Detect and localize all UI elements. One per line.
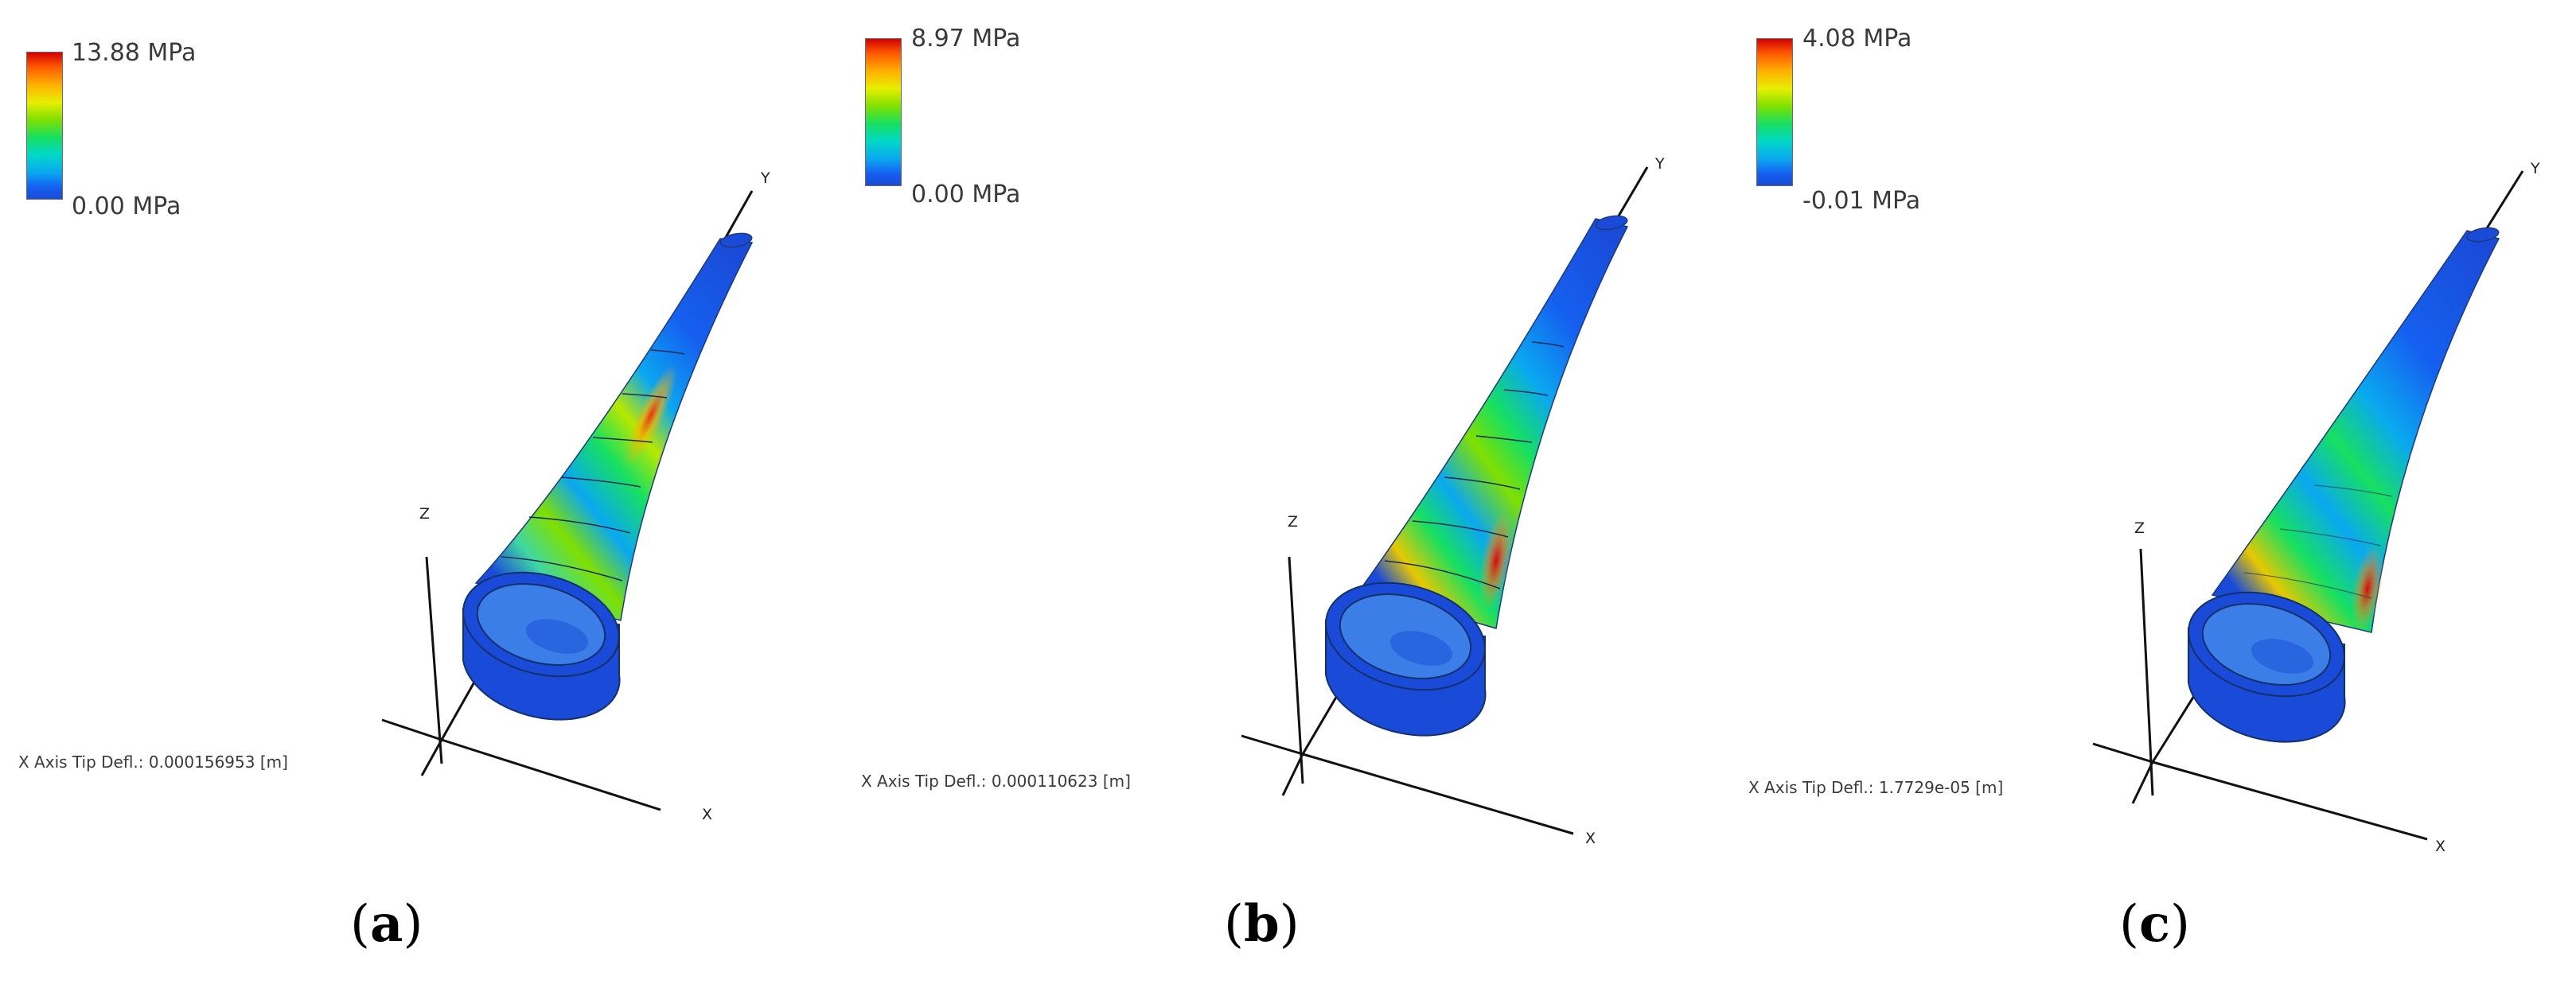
subfigure-label-a: (a) <box>350 894 423 954</box>
z-axis-label-b: Z <box>1288 513 1298 531</box>
x-axis-neg-line-b <box>1241 734 1304 756</box>
base-cylinder-c <box>2188 591 2346 743</box>
base-cylinder-b <box>1325 581 1487 737</box>
stress-hotspot-c <box>2351 545 2384 632</box>
tower-body-c <box>2211 230 2500 633</box>
panel-b: X Y Z 8.97 MPa 0.00 MPa X Axis Tip Defl.… <box>859 0 1735 984</box>
scene-c: X Y Z <box>2092 160 2540 855</box>
legend-max-a: 13.88 MPa <box>72 39 197 67</box>
z-axis-line-c <box>2139 548 2154 796</box>
x-axis-neg-line-c <box>2092 742 2153 764</box>
tip-deflection-readout-c: X Axis Tip Defl.: 1.7729e-05 [m] <box>1748 778 2004 797</box>
subfigure-letter-c: c <box>2138 894 2170 954</box>
x-axis-line-c <box>2152 760 2428 841</box>
tower-tip-b <box>1595 215 1628 231</box>
legend-min-a: 0.00 MPa <box>72 193 181 220</box>
tip-deflection-readout-b: X Axis Tip Defl.: 0.000110623 [m] <box>861 772 1131 791</box>
panel-a: X Y Z 13.88 MPa 0.00 MPa X Axis Tip Defl… <box>0 0 859 984</box>
x-axis-line-b <box>1302 753 1574 835</box>
legend-min-c: -0.01 MPa <box>1802 187 1921 215</box>
legend-min-b: 0.00 MPa <box>911 181 1021 208</box>
z-axis-label-a: Z <box>419 505 430 523</box>
base-cylinder-a <box>462 571 621 721</box>
y-axis-neg-line-a <box>420 739 443 776</box>
scene-b: X Y Z <box>1241 155 1665 847</box>
legend-max-c: 4.08 MPa <box>1802 25 1912 53</box>
tip-deflection-readout-a: X Axis Tip Defl.: 0.000156953 [m] <box>18 753 288 772</box>
colorbar-a <box>26 52 63 200</box>
tower-section-lines-c <box>2243 484 2393 599</box>
tower-tip-c <box>2466 227 2500 243</box>
x-axis-line-a <box>441 738 661 811</box>
y-axis-label-c: Y <box>2530 160 2540 177</box>
tower-section-lines-a <box>501 349 685 581</box>
z-axis-line-a <box>425 556 443 764</box>
colorbar-c <box>1756 38 1793 186</box>
tower-body-b <box>1359 218 1629 629</box>
panel-c: X Y Z 4.08 MPa -0.01 MPa X Axis Tip Defl… <box>1735 0 2576 984</box>
subfigure-label-b: (b) <box>1224 894 1300 954</box>
scene-a: X Y Z <box>381 169 770 823</box>
tower-body-a <box>474 238 754 621</box>
x-axis-label-c: X <box>2435 838 2445 855</box>
subfigure-letter-a: a <box>369 894 403 954</box>
y-axis-neg-line-b <box>1281 753 1304 796</box>
x-axis-label-b: X <box>1585 830 1596 847</box>
legend-max-b: 8.97 MPa <box>911 25 1021 53</box>
y-axis-label-a: Y <box>760 169 770 187</box>
tower-tip-a <box>719 232 753 248</box>
colorbar-b <box>865 38 902 186</box>
z-axis-label-c: Z <box>2134 519 2145 537</box>
tower-section-lines-b <box>1384 341 1565 589</box>
subfigure-label-c: (c) <box>2119 894 2190 954</box>
z-axis-line-b <box>1288 556 1304 784</box>
y-axis-label-b: Y <box>1654 155 1665 173</box>
x-axis-label-a: X <box>702 806 712 823</box>
subfigure-letter-b: b <box>1243 894 1280 954</box>
x-axis-neg-line-a <box>381 718 442 741</box>
y-axis-neg-line-c <box>2131 761 2154 804</box>
